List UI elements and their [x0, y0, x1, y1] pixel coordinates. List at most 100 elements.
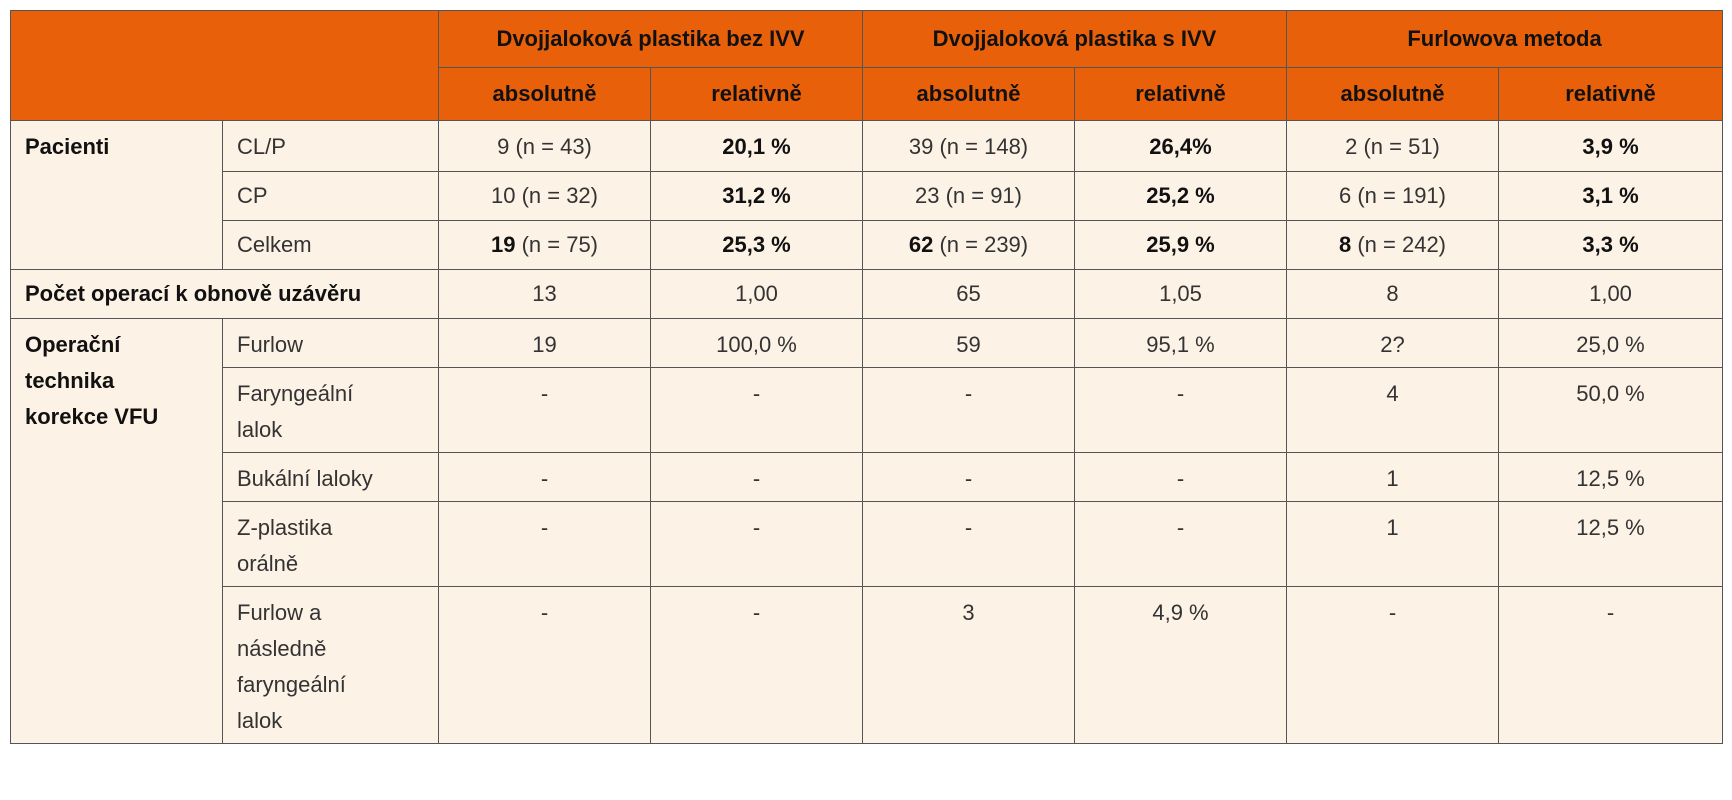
cell-bold: 31,2 % — [722, 183, 791, 208]
label-line: následně — [237, 636, 327, 661]
cell-value: - — [1074, 501, 1287, 587]
row-label: CP — [222, 171, 439, 221]
table-row: Furlow a následně faryngeální lalok - - … — [11, 586, 1724, 744]
cell-bold: 25,3 % — [722, 232, 791, 257]
cell-bold: 3,9 % — [1582, 134, 1639, 159]
cell-value: 3 — [862, 586, 1075, 744]
label-line: Operační — [25, 332, 121, 357]
cell-value: 65 — [862, 269, 1075, 319]
header-sub: relativně — [1074, 67, 1287, 121]
table-row: Z-plastika orálně - - - - 1 12,5 % — [11, 501, 1724, 587]
cell-value: - — [1074, 452, 1287, 502]
cell-bold: 8 — [1338, 232, 1352, 257]
cell-value: 25,9 % — [1074, 220, 1287, 270]
cell-value: 3,3 % — [1497, 220, 1724, 270]
header-row-groups: Dvojjaloková plastika bez IVV Dvojjaloko… — [10, 10, 1724, 121]
table-row: Faryngeální lalok - - - - 4 50,0 % — [11, 367, 1724, 453]
group-label-pacienti: Pacienti — [10, 120, 223, 270]
header-sub: relativně — [650, 67, 863, 121]
row-label: Furlow — [222, 318, 439, 368]
cell-value: 3,1 % — [1497, 171, 1724, 221]
table-row: CP 10 (n = 32) 31,2 % 23 (n = 91) 25,2 %… — [11, 171, 1724, 221]
label-line: Z-plastika — [237, 515, 333, 540]
cell-value: - — [650, 452, 863, 502]
cell-value: 8 (n = 242) — [1286, 220, 1499, 270]
cell-value: - — [1286, 586, 1499, 744]
header-group: Furlowova metoda — [1285, 10, 1724, 68]
cell-value: - — [438, 586, 651, 744]
cell-value: 10 (n = 32) — [438, 171, 651, 221]
cell-value: 25,0 % — [1497, 318, 1724, 368]
label-line: Furlow — [237, 332, 304, 357]
cell-value: - — [650, 586, 863, 744]
header-sub: absolutně — [862, 67, 1075, 121]
cell-bold: 3,3 % — [1582, 232, 1639, 257]
cell-value: 95,1 % — [1074, 318, 1287, 368]
cell-value: - — [650, 501, 863, 587]
cell-value: 50,0 % — [1497, 367, 1724, 453]
cell-value: 23 (n = 91) — [862, 171, 1075, 221]
cell-value: 4 — [1286, 367, 1499, 453]
cell-value: 9 (n = 43) — [438, 120, 651, 172]
table-row: Celkem 19 (n = 75) 25,3 % 62 (n = 239) 2… — [11, 220, 1724, 270]
cell-bold: 62 — [908, 232, 934, 257]
label-line: korekce VFU — [25, 404, 159, 429]
row-label-pocet: Počet operací k obnově uzávěru — [10, 269, 439, 319]
cell-value: - — [862, 501, 1075, 587]
cell-value: 2 (n = 51) — [1286, 120, 1499, 172]
cell-value: 20,1 % — [650, 120, 863, 172]
table-row: Bukální laloky - - - - 1 12,5 % — [11, 452, 1724, 502]
label-line: Furlow a — [237, 600, 322, 625]
cell-value: 12,5 % — [1497, 452, 1724, 502]
cell-text: (n = 242) — [1351, 232, 1447, 257]
row-label: Bukální laloky — [222, 452, 439, 502]
cell-value: 19 — [438, 318, 651, 368]
cell-value: 2? — [1286, 318, 1499, 368]
table-row: Pacienti CL/P 9 (n = 43) 20,1 % 39 (n = … — [10, 120, 1724, 270]
row-label: Celkem — [222, 220, 439, 270]
cell-bold: 3,1 % — [1582, 183, 1639, 208]
header-group: Dvojjaloková plastika bez IVV — [438, 10, 863, 68]
cell-value: 1,05 — [1074, 269, 1287, 319]
cell-value: 59 — [862, 318, 1075, 368]
cell-value: 25,2 % — [1074, 171, 1287, 221]
cell-value: 31,2 % — [650, 171, 863, 221]
cell-bold: 26,4% — [1149, 134, 1212, 159]
cell-value: - — [862, 452, 1075, 502]
cell-value: 4,9 % — [1074, 586, 1287, 744]
results-table: Dvojjaloková plastika bez IVV Dvojjaloko… — [10, 10, 1724, 744]
label-line: faryngeální — [237, 672, 346, 697]
row-label: Faryngeální lalok — [222, 367, 439, 453]
cell-bold: 25,9 % — [1146, 232, 1215, 257]
cell-value: 25,3 % — [650, 220, 863, 270]
label-line: orálně — [237, 551, 299, 576]
cell-value: 13 — [438, 269, 651, 319]
cell-value: 12,5 % — [1497, 501, 1724, 587]
row-label: CL/P — [222, 120, 439, 172]
label-line: lalok — [237, 417, 283, 442]
cell-bold: 20,1 % — [722, 134, 791, 159]
table-row: Počet operací k obnově uzávěru 13 1,00 6… — [10, 269, 1724, 319]
label-line: Bukální laloky — [237, 466, 373, 491]
cell-value: 1,00 — [650, 269, 863, 319]
label-line: technika — [25, 368, 115, 393]
cell-text: (n = 239) — [933, 232, 1029, 257]
cell-value: 1,00 — [1497, 269, 1724, 319]
cell-value: 6 (n = 191) — [1286, 171, 1499, 221]
cell-value: 62 (n = 239) — [862, 220, 1075, 270]
cell-value: - — [438, 367, 651, 453]
cell-value: 26,4% — [1074, 120, 1287, 172]
cell-value: 39 (n = 148) — [862, 120, 1075, 172]
header-group: Dvojjaloková plastika s IVV — [862, 10, 1287, 68]
cell-value: 3,9 % — [1497, 120, 1724, 172]
table-row: Operační technika korekce VFU Furlow 19 … — [10, 318, 1724, 744]
header-sub: absolutně — [438, 67, 651, 121]
cell-value: - — [650, 367, 863, 453]
group-label-technika: Operační technika korekce VFU — [10, 318, 223, 744]
cell-bold: 19 — [490, 232, 516, 257]
cell-value: - — [438, 452, 651, 502]
cell-value: 19 (n = 75) — [438, 220, 651, 270]
row-label: Furlow a následně faryngeální lalok — [222, 586, 439, 744]
cell-value: - — [1497, 586, 1724, 744]
cell-value: 1 — [1286, 452, 1499, 502]
